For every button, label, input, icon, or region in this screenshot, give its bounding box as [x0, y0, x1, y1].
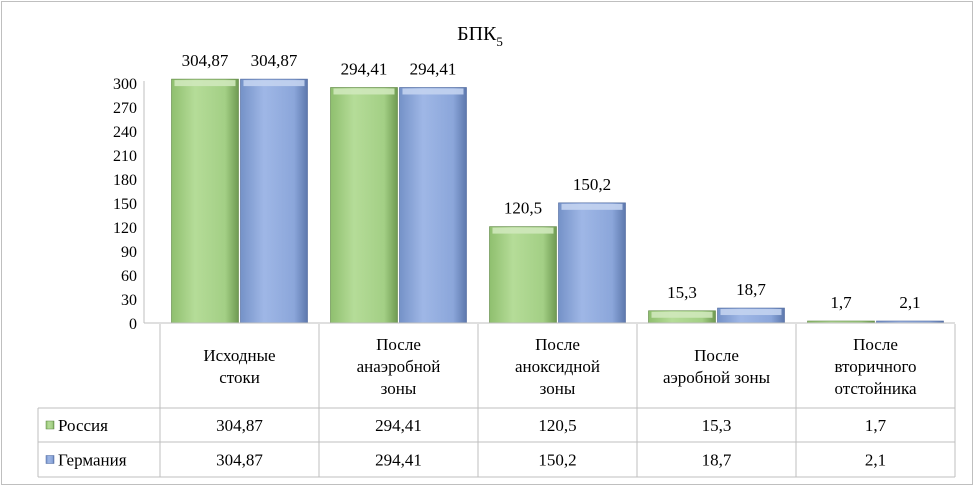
category-label: вторичного: [834, 357, 916, 376]
y-tick-label: 180: [113, 172, 137, 189]
data-label: 150,2: [573, 175, 611, 194]
category-label: После: [535, 335, 580, 354]
table-cell: 2,1: [865, 451, 886, 470]
data-label: 1,7: [830, 293, 852, 312]
table-cell: 18,7: [702, 451, 732, 470]
data-table: Исходные стоки После анаэробной зоны После ано…: [37, 81, 956, 478]
y-axis: 0 30 60 90 120 150 180 210 240 270 300: [113, 76, 137, 333]
data-label: 304,87: [251, 51, 298, 70]
category-label: зоны: [381, 379, 417, 398]
y-tick-label: 270: [113, 100, 137, 117]
y-tick-label: 210: [113, 148, 137, 165]
bars-group: [171, 78, 944, 324]
bar-Россия: [489, 226, 557, 324]
category-label: зоны: [540, 379, 576, 398]
data-label: 294,41: [341, 59, 388, 78]
table-cell: 294,41: [375, 416, 422, 435]
category-label: Исходные: [203, 346, 275, 365]
data-label: 120,5: [504, 199, 542, 218]
category-label: После: [376, 335, 421, 354]
y-tick-label: 150: [113, 196, 137, 213]
category-label: После: [853, 335, 898, 354]
table-cell: 304,87: [216, 451, 263, 470]
data-label: 294,41: [410, 59, 457, 78]
bar-Россия: [330, 87, 398, 324]
category-label: стоки: [219, 368, 260, 387]
category-label: анаэробной: [357, 357, 441, 376]
bar-top-bevel: [402, 88, 464, 95]
bar-top-bevel: [561, 203, 623, 210]
bar-Россия: [171, 78, 239, 324]
legend-key-Германия: [45, 455, 55, 464]
table-cell: 120,5: [538, 416, 576, 435]
category-label: отстойника: [834, 379, 916, 398]
bar-Германия: [399, 87, 467, 324]
y-tick-label: 300: [113, 76, 137, 93]
y-tick-label: 120: [113, 220, 137, 237]
data-labels-group: 304,87 304,87 294,41 294,41 120,5 150,2 15,3 18…: [182, 51, 921, 312]
y-tick-label: 30: [121, 292, 137, 309]
category-label: После: [694, 346, 739, 365]
legend-entry: Россия: [58, 416, 108, 435]
category-label: аэробной зоны: [663, 368, 771, 387]
data-label: 18,7: [736, 280, 766, 299]
table-cell: 304,87: [216, 416, 263, 435]
y-tick-label: 0: [129, 316, 137, 333]
bar-top-bevel: [174, 80, 236, 87]
bar-Германия: [558, 202, 626, 324]
bar-top-bevel: [651, 311, 713, 318]
bar-top-bevel: [720, 309, 782, 316]
chart-title-subscript: 5: [496, 34, 503, 49]
table-cell: 15,3: [702, 416, 732, 435]
legend-entry: Германия: [58, 451, 127, 470]
bar-top-bevel: [333, 88, 395, 95]
bar-top-bevel: [492, 227, 554, 234]
data-label: 304,87: [182, 51, 229, 70]
y-tick-label: 60: [121, 268, 137, 285]
chart-title-main: БПК: [457, 23, 497, 45]
bar-top-bevel: [243, 80, 305, 87]
data-label: 15,3: [667, 283, 697, 302]
y-tick-label: 240: [113, 124, 137, 141]
table-cell: 1,7: [865, 416, 887, 435]
table-cell: 294,41: [375, 451, 422, 470]
table-cell: 150,2: [538, 451, 576, 470]
y-tick-label: 90: [121, 244, 137, 261]
category-label: аноксидной: [515, 357, 600, 376]
chart-title: БПК5: [457, 23, 503, 49]
bar-Германия: [240, 78, 308, 324]
data-label: 2,1: [899, 293, 920, 312]
legend-key-Россия: [45, 420, 55, 430]
